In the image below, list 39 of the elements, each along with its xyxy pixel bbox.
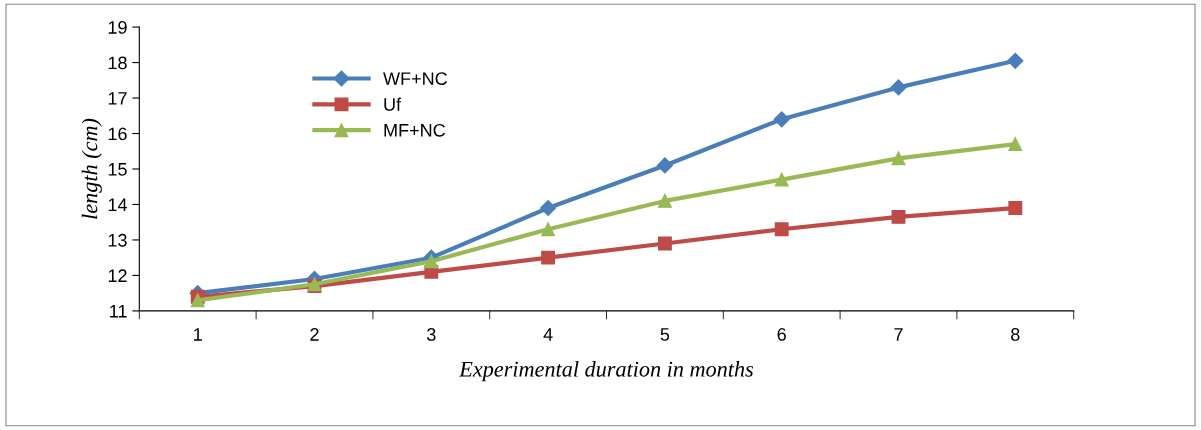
point [424, 254, 439, 269]
x-tick-label: 8 [1011, 328, 1020, 341]
point [774, 222, 789, 237]
y-tick-label: 14 [108, 198, 127, 212]
y-tick-label: 13 [108, 233, 127, 247]
point [1008, 137, 1023, 152]
point [657, 193, 672, 208]
point [1007, 52, 1024, 69]
point [891, 151, 906, 166]
point [190, 293, 205, 308]
x-tick-label: 6 [777, 328, 786, 341]
point [1008, 201, 1023, 215]
x-tick-label: 4 [543, 328, 553, 341]
y-tick-label: 18 [108, 56, 127, 70]
x-tick-label: 2 [310, 328, 319, 341]
legend-label: Uf [384, 97, 402, 111]
point [890, 79, 907, 96]
point [541, 250, 556, 265]
y-tick-label: 11 [110, 305, 127, 318]
point [657, 236, 672, 251]
y-tick-label: 17 [108, 92, 127, 105]
y-tick-label: 16 [108, 127, 127, 141]
legend-label: MF+NC [384, 123, 446, 137]
y-tick-label: 19 [108, 21, 127, 34]
x-tick-label: 7 [894, 328, 903, 341]
x-tick-label: 3 [426, 328, 436, 341]
x-tick-label: 1 [194, 328, 202, 341]
point [891, 209, 906, 224]
point [774, 172, 789, 187]
point [541, 222, 556, 237]
legend-label: WF+NC [383, 72, 448, 85]
x-tick-label: 5 [660, 328, 670, 341]
point [656, 157, 673, 174]
y-tick-label: 15 [108, 163, 127, 176]
x-axis-title: Experimental duration in months [459, 361, 754, 382]
point [773, 111, 790, 128]
y-axis-title: length (cm) [81, 118, 102, 219]
point [540, 199, 557, 217]
y-tick-label: 12 [108, 269, 127, 282]
